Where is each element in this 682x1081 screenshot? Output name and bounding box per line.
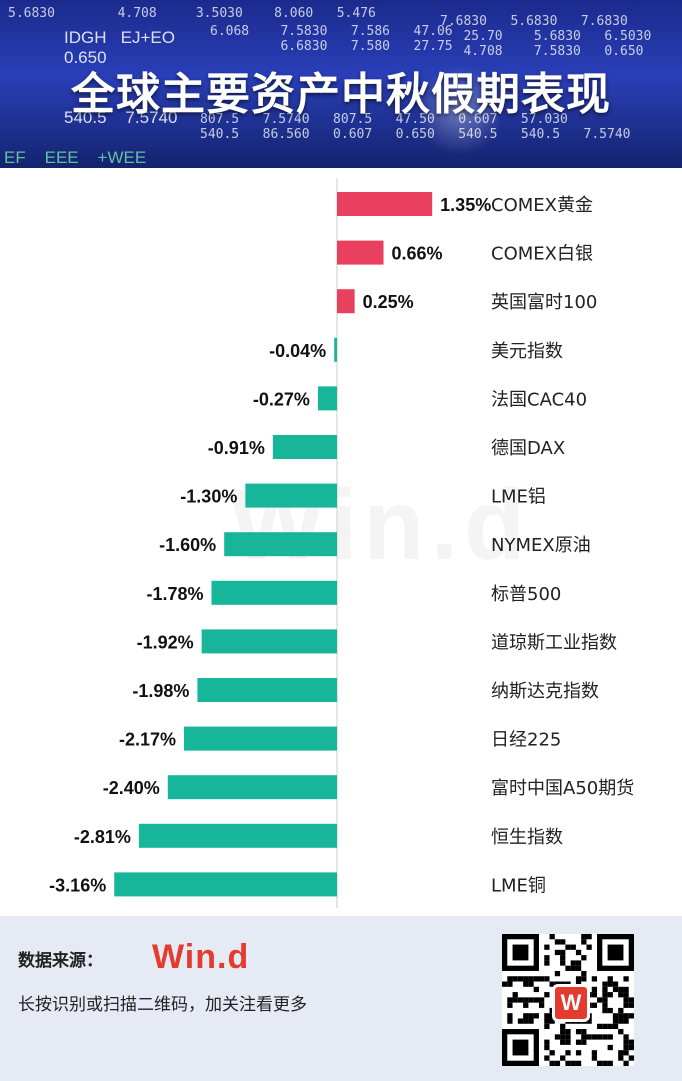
bar-7 [224,532,337,557]
page-title: 全球主要资产中秋假期表现 [71,69,611,120]
banner-ticker-decoration: 0.650 [64,48,107,67]
bar-13 [138,823,337,848]
category-label-4: 法国CAC40 [491,389,587,410]
qr-code-icon[interactable]: W [502,934,634,1066]
qr-badge-icon: W [552,984,590,1022]
bar-0 [337,192,433,216]
value-label-10: -1.98% [132,681,189,701]
value-label-11: -2.17% [119,730,176,750]
category-label-13: 恒生指数 [491,827,563,848]
chart-panel: Win.d 1.35% COMEX黄金 0.66% COMEX白银 0.25% 英国富时1… [0,168,682,916]
bar-4 [317,386,337,411]
banner-ticker-decoration: 7.6830 5.6830 7.6830 25.70 5.6830 6.5030… [440,14,652,59]
banner-ticker-decoration: 5.6830 4.708 3.5030 8.060 5.476 [8,6,376,21]
bar-chart: 1.35% COMEX黄金 0.66% COMEX白银 0.25% 英国富时100 -0.0… [49,178,634,908]
value-label-13: -2.81% [74,827,131,847]
category-label-5: 德国DAX [491,438,565,459]
category-label-0: COMEX黄金 [491,195,593,216]
value-label-6: -1.30% [180,487,237,507]
value-label-12: -2.40% [103,778,160,798]
value-label-0: 1.35% [440,195,491,215]
banner-glow [420,60,500,160]
value-label-14: -3.16% [49,875,106,895]
banner-ticker-decoration: 6.068 7.5830 7.586 47.06 6.6830 7.580 27… [210,24,453,54]
bar-12 [167,775,337,800]
category-label-6: LME铝 [491,487,546,508]
category-label-12: 富时中国A50期货 [491,778,634,799]
source-label: 数据来源： [18,951,103,971]
value-label-4: -0.27% [253,389,310,409]
banner-ticker-decoration: 540.5 7.5740 [64,108,178,127]
category-label-11: 日经225 [491,730,561,751]
bar-9 [201,629,337,654]
value-label-9: -1.92% [137,632,194,652]
bar-10 [197,678,337,702]
category-label-10: 纳斯达克指数 [491,681,599,702]
category-label-2: 英国富时100 [491,292,597,313]
header-banner: 5.6830 4.708 3.5030 8.060 5.476 IDGH EJ+… [0,0,682,168]
value-label-2: 0.25% [363,292,414,312]
category-label-8: 标普500 [491,584,561,605]
banner-ticker-decoration: IDGH EJ+EO [64,28,175,47]
banner-ticker-decoration: 807.5 7.5740 807.5 47.50 0.607 57.030 54… [200,112,631,142]
bar-8 [211,580,337,605]
value-label-5: -0.91% [208,438,265,458]
wind-logo: Win.d [152,938,250,976]
banner-ticker-decoration: EF EEE +WEE [4,148,147,167]
category-label-1: COMEX白银 [491,244,593,265]
category-label-3: 美元指数 [491,341,563,362]
value-label-7: -1.60% [159,535,216,555]
value-label-3: -0.04% [269,341,326,361]
bar-14 [114,872,337,897]
bar-3 [334,337,337,362]
category-label-7: NYMEX原油 [491,535,591,556]
category-label-14: LME铜 [491,875,546,896]
bar-6 [245,483,337,508]
bar-5 [272,435,337,459]
bar-2 [337,289,355,314]
category-label-9: 道琼斯工业指数 [491,632,617,653]
footer: 数据来源： Win.d 长按识别或扫描二维码，加关注看更多 W [0,916,682,1081]
value-label-1: 0.66% [392,244,443,264]
bar-1 [337,240,384,265]
value-label-8: -1.78% [146,584,203,604]
bar-11 [184,726,337,751]
footer-note: 长按识别或扫描二维码，加关注看更多 [18,995,307,1015]
